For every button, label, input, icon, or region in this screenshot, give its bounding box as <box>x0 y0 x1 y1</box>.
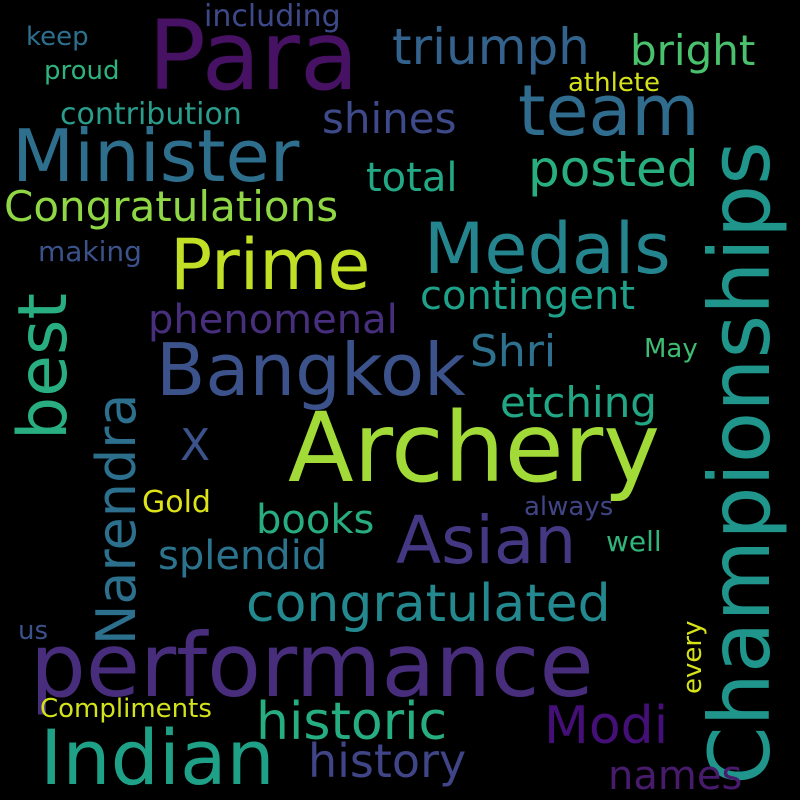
word-championships: Championships <box>691 141 789 785</box>
word-well: well <box>606 525 662 558</box>
word-total: total <box>366 155 458 201</box>
word-para: Para <box>148 0 359 112</box>
word-making: making <box>38 235 142 268</box>
word-gold: Gold <box>142 485 211 520</box>
word-names: names <box>608 753 743 799</box>
word-shri: Shri <box>470 326 557 377</box>
word-compliments: Compliments <box>40 694 212 724</box>
word-may: May <box>644 334 698 364</box>
word-modi: Modi <box>544 696 669 756</box>
word-bangkok: Bangkok <box>156 328 466 412</box>
word-every: every <box>678 620 708 694</box>
word-contingent: contingent <box>420 273 635 319</box>
word-congratulated: congratulated <box>246 574 611 634</box>
word-books: books <box>256 497 375 543</box>
word-congratulations: Congratulations <box>4 182 339 231</box>
word-performance: performance <box>30 614 594 717</box>
word-etching: etching <box>500 378 657 427</box>
word-proud: proud <box>44 56 120 86</box>
word-archery: Archery <box>288 392 660 504</box>
word-us: us <box>18 616 49 646</box>
word-posted: posted <box>528 140 699 198</box>
word-team: team <box>518 70 700 152</box>
word-keep: keep <box>26 22 89 52</box>
word-phenomenal: phenomenal <box>148 297 398 343</box>
word-narendra: Narendra <box>85 393 148 645</box>
word-triumph: triumph <box>392 18 590 76</box>
word-indian: Indian <box>40 713 275 800</box>
word-splendid: splendid <box>158 533 328 579</box>
word-historic: historic <box>256 692 448 752</box>
word-always: always <box>524 492 614 522</box>
word-best: best <box>4 292 83 440</box>
word-bright: bright <box>630 26 756 75</box>
word-prime: Prime <box>170 224 371 306</box>
word-minister: Minister <box>12 114 300 198</box>
word-athlete: athlete <box>568 68 661 98</box>
word-shines: shines <box>322 94 457 143</box>
word-contribution: contribution <box>60 97 242 132</box>
word-asian: Asian <box>396 502 577 579</box>
word-history: history <box>308 734 467 788</box>
word-medals: Medals <box>424 208 671 290</box>
word-including: including <box>204 0 341 34</box>
word-x: X <box>180 420 211 471</box>
